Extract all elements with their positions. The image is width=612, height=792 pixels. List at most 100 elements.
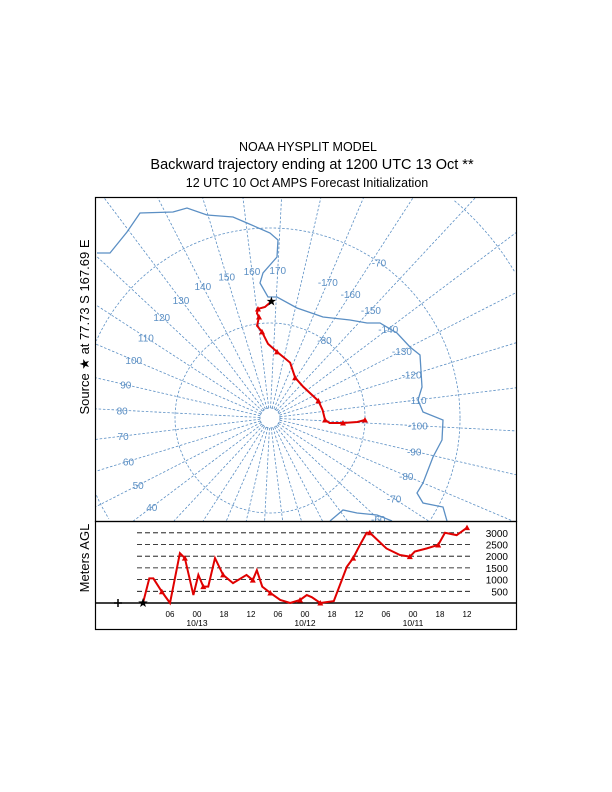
latitude-circle xyxy=(430,418,461,519)
meridian-line xyxy=(279,419,516,476)
meridian-line xyxy=(103,198,265,411)
title-trajectory: Backward trajectory ending at 1200 UTC 1… xyxy=(150,157,474,173)
meridian-line xyxy=(270,427,284,521)
longitude-label: -60 xyxy=(371,515,386,526)
longitude-label: 120 xyxy=(153,313,170,324)
meridian-line xyxy=(96,418,261,440)
height-marker xyxy=(158,588,165,595)
x-tick-label: 00 xyxy=(193,610,202,619)
latitude-circle xyxy=(96,495,110,519)
longitude-label: -150 xyxy=(361,306,381,317)
meridian-line xyxy=(272,427,302,521)
coastline xyxy=(97,207,448,521)
source-label: Source ★ at 77.73 S 167.69 E xyxy=(77,239,92,414)
y-tick-label: 500 xyxy=(491,587,508,598)
meridian-line xyxy=(96,255,263,412)
meridian-line xyxy=(275,198,414,410)
x-tick-label: 12 xyxy=(355,610,364,619)
latitude-label: -70 xyxy=(372,258,387,269)
height-marker xyxy=(181,555,188,561)
meridian-line xyxy=(278,292,516,414)
meridian-line xyxy=(273,198,364,409)
longitude-label: 50 xyxy=(133,481,145,492)
longitude-label: 170 xyxy=(269,266,286,277)
longitude-label: -160 xyxy=(341,290,361,301)
y-tick-label: 2500 xyxy=(486,541,509,552)
meridian-line xyxy=(276,198,476,411)
trajectory-marker xyxy=(259,328,266,335)
latitude-label: -80 xyxy=(317,336,332,347)
meridian-line xyxy=(271,198,322,409)
trajectory-marker xyxy=(322,417,329,423)
meridian-line xyxy=(157,198,266,410)
meridian-line xyxy=(96,420,261,472)
trajectory-marker xyxy=(315,397,322,404)
meridian-line xyxy=(202,426,265,521)
meridian-line xyxy=(279,421,513,521)
latitude-circle xyxy=(452,199,515,272)
height-marker xyxy=(267,589,274,596)
meridian-line xyxy=(279,418,516,432)
longitude-label: -130 xyxy=(392,347,412,358)
meridian-line xyxy=(96,377,261,417)
source-star-icon xyxy=(266,296,277,306)
x-tick-label: 06 xyxy=(166,610,175,619)
meridian-line xyxy=(133,423,263,521)
title-initialization: 12 UTC 10 Oct AMPS Forecast Initializati… xyxy=(186,176,429,190)
meridian-line xyxy=(277,232,516,413)
meridian-line xyxy=(277,424,381,521)
longitude-label: 150 xyxy=(218,272,235,283)
longitude-label: -70 xyxy=(387,495,402,506)
x-tick-label: 18 xyxy=(328,610,337,619)
height-marker xyxy=(366,529,373,536)
meridian-line xyxy=(96,408,261,418)
meridian-line xyxy=(270,198,282,409)
meridian-line xyxy=(173,425,264,521)
height-marker xyxy=(406,553,413,560)
map-frame xyxy=(94,196,518,523)
x-tick-label: 00 xyxy=(301,610,310,619)
longitude-label: 160 xyxy=(244,267,261,278)
trajectory-marker xyxy=(256,313,263,320)
longitude-label: 140 xyxy=(194,282,211,293)
meridian-line xyxy=(242,198,270,409)
meridian-line xyxy=(275,425,348,521)
meridian-line xyxy=(274,426,323,521)
longitude-label: 70 xyxy=(118,432,130,443)
longitude-label: 130 xyxy=(173,296,190,307)
x-tick-label: 18 xyxy=(436,610,445,619)
longitude-label: -90 xyxy=(407,447,422,458)
longitude-label: 60 xyxy=(123,457,135,468)
pole-circle xyxy=(259,407,281,429)
x-tick-label: 06 xyxy=(274,610,283,619)
y-tick-label: 3000 xyxy=(486,529,509,540)
coastline-south xyxy=(329,509,393,521)
x-tick-label: 12 xyxy=(247,610,256,619)
meridian-line xyxy=(264,427,270,521)
x-tick-label: 06 xyxy=(382,610,391,619)
meridian-line xyxy=(279,387,516,418)
y-tick-label: 1500 xyxy=(486,564,509,575)
trajectory xyxy=(254,296,368,426)
longitude-label: -170 xyxy=(318,278,338,289)
height-marker xyxy=(220,571,227,578)
trajectory-marker xyxy=(254,305,261,312)
date-label: 10/11 xyxy=(403,618,424,628)
height-line xyxy=(142,526,468,606)
longitude-label: -120 xyxy=(402,371,422,382)
date-label: 10/12 xyxy=(294,618,316,628)
longitude-label: 80 xyxy=(117,406,129,417)
height-marker xyxy=(464,524,470,531)
longitude-label: -80 xyxy=(399,472,414,483)
trajectory-line xyxy=(255,300,366,425)
source-star-icon xyxy=(138,598,148,608)
meridian-line xyxy=(245,427,269,521)
height-marker xyxy=(350,555,357,561)
longitude-label: 40 xyxy=(146,503,158,514)
longitude-label: 100 xyxy=(125,356,142,367)
height-marker xyxy=(200,583,207,590)
